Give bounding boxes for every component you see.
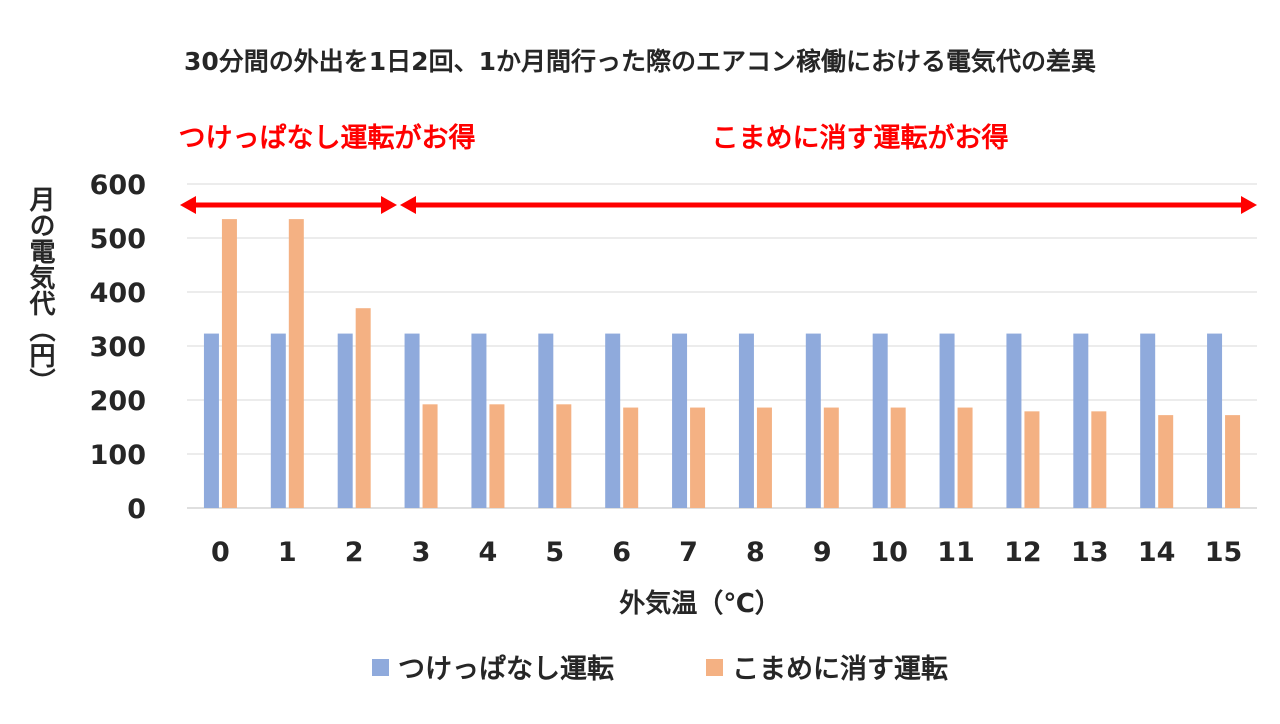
y-tick-labels: 0 100 200 300 400 500 600	[90, 170, 146, 525]
y-tick-label: 600	[90, 170, 146, 201]
legend-label: つけっぱなし運転	[398, 654, 614, 685]
x-tick-label: 4	[479, 537, 498, 568]
bar-komame	[288, 219, 304, 508]
x-tick-label: 14	[1138, 537, 1176, 568]
x-tick-labels: 0 1 2 3 4 5 6 7 8 9 10 11 12 13 14 15	[211, 537, 1242, 568]
bar-komame	[690, 407, 706, 508]
bar-tsukeppanashi	[805, 333, 821, 508]
y-tick-label: 300	[90, 332, 146, 363]
annotation-arrowhead-right	[1241, 196, 1257, 214]
bar-tsukeppanashi	[203, 333, 219, 508]
bar-tsukeppanashi	[538, 333, 554, 508]
x-tick-label: 11	[937, 537, 975, 568]
bar-tsukeppanashi	[1006, 333, 1022, 508]
legend: つけっぱなし運転 こまめに消す運転	[372, 654, 948, 685]
bar-tsukeppanashi	[404, 333, 420, 508]
x-tick-label: 13	[1071, 537, 1109, 568]
bar-tsukeppanashi	[471, 333, 487, 508]
bar-tsukeppanashi	[1207, 333, 1223, 508]
bar-tsukeppanashi	[337, 333, 353, 508]
bar-tsukeppanashi	[738, 333, 754, 508]
bar-komame	[221, 219, 237, 508]
bar-komame	[756, 407, 772, 508]
bar-komame	[1225, 415, 1241, 508]
bar-komame	[422, 404, 438, 508]
bar-komame	[1024, 411, 1040, 508]
bar-tsukeppanashi	[1073, 333, 1089, 508]
y-tick-label: 200	[90, 386, 146, 417]
annotations: つけっぱなし運転がお得 こまめに消す運転がお得	[179, 122, 1257, 214]
bar-komame	[489, 404, 505, 508]
annotation-arrowhead-left	[400, 196, 416, 214]
y-tick-label: 400	[90, 278, 146, 309]
x-axis-label: 外気温（℃）	[619, 588, 781, 619]
x-tick-label: 5	[545, 537, 564, 568]
annotation-arrowhead-left	[180, 196, 196, 214]
y-tick-label: 0	[127, 494, 146, 525]
bar-tsukeppanashi	[672, 333, 688, 508]
y-axis-label: 月の電気代（円）	[25, 186, 56, 394]
bar-tsukeppanashi	[1140, 333, 1156, 508]
x-tick-label: 0	[211, 537, 230, 568]
bar-komame	[1091, 411, 1107, 508]
x-tick-label: 9	[813, 537, 832, 568]
chart-title: 30分間の外出を1日2回、1か月間行った際のエアコン稼働における電気代の差異	[184, 47, 1096, 76]
bar-tsukeppanashi	[270, 333, 286, 508]
bar-komame	[890, 407, 906, 508]
legend-swatch	[372, 659, 389, 676]
annotation-label: つけっぱなし運転がお得	[179, 122, 476, 154]
x-tick-label: 8	[746, 537, 765, 568]
legend-swatch	[706, 659, 723, 676]
x-tick-label: 6	[612, 537, 631, 568]
x-tick-label: 1	[278, 537, 297, 568]
x-tick-label: 12	[1004, 537, 1042, 568]
x-tick-label: 2	[345, 537, 364, 568]
bar-komame	[823, 407, 839, 508]
x-tick-label: 10	[870, 537, 908, 568]
bar-komame	[556, 404, 572, 508]
legend-label: こまめに消す運転	[732, 654, 948, 685]
x-tick-label: 7	[679, 537, 698, 568]
annotation-arrowhead-right	[381, 196, 397, 214]
bar-tsukeppanashi	[605, 333, 621, 508]
bar-komame	[623, 407, 639, 508]
y-tick-label: 500	[90, 224, 146, 255]
annotation-label: こまめに消す運転がお得	[712, 122, 1009, 154]
bar-komame	[957, 407, 973, 508]
x-tick-label: 15	[1205, 537, 1243, 568]
bar-tsukeppanashi	[939, 333, 955, 508]
bars	[203, 219, 1241, 508]
y-tick-label: 100	[90, 440, 146, 471]
bar-tsukeppanashi	[872, 333, 888, 508]
bar-komame	[1158, 415, 1174, 508]
bar-komame	[355, 308, 371, 508]
x-tick-label: 3	[412, 537, 431, 568]
